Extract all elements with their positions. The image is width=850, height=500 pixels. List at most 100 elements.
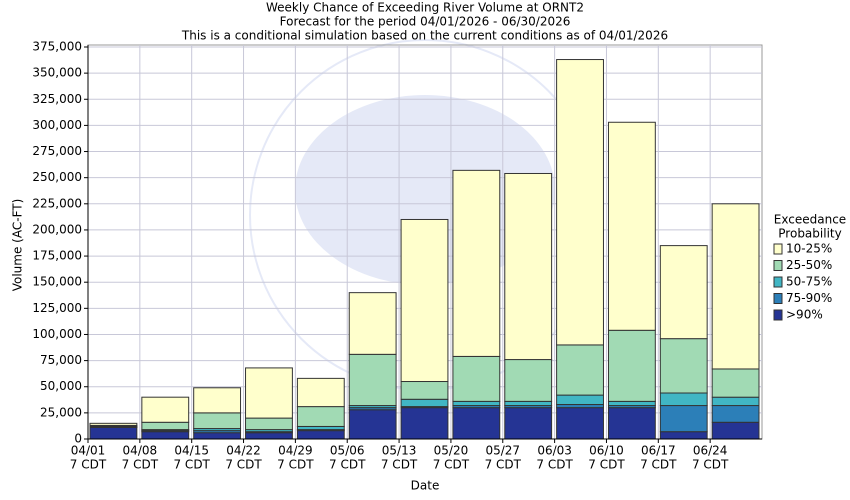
y-tick-label: 225,000: [32, 196, 82, 210]
x-tick-label: 04/01: [71, 444, 106, 458]
x-tick-sublabel: 7 CDT: [692, 458, 729, 472]
bar-segment: [296, 406, 345, 427]
bar-segment: [89, 427, 138, 440]
bar-segment: [400, 398, 449, 408]
legend-label: 25-50%: [786, 258, 832, 272]
bar-segment: [452, 355, 501, 402]
x-tick-label: 05/27: [485, 444, 520, 458]
bar-segment: [556, 407, 604, 440]
legend-swatch: [773, 276, 783, 288]
legend-swatch: [773, 309, 783, 321]
y-tick-label: 350,000: [32, 66, 82, 80]
chart-subtitle: Forecast for the period 04/01/2026 - 06/…: [280, 15, 571, 29]
bar-segment: [607, 407, 656, 440]
bar-segment: [452, 169, 501, 357]
x-tick-label: 05/13: [382, 444, 417, 458]
bar-segment: [504, 172, 553, 361]
bar-segment: [711, 421, 760, 440]
chart-note: This is a conditional simulation based o…: [181, 29, 668, 43]
y-tick-label: 175,000: [32, 249, 82, 263]
bar-segment: [296, 377, 345, 408]
y-tick-label: 325,000: [32, 92, 82, 106]
bar-segment: [452, 407, 501, 440]
legend-swatch: [773, 260, 783, 271]
legend-title: Probability: [778, 227, 841, 241]
legend-label: 75-90%: [786, 291, 832, 305]
y-tick-label: 125,000: [32, 301, 82, 315]
bar-segment: [400, 381, 449, 400]
x-tick-sublabel: 7 CDT: [433, 458, 470, 472]
legend-label: 50-75%: [786, 275, 832, 289]
x-tick-sublabel: 7 CDT: [485, 458, 522, 472]
x-tick-label: 06/10: [589, 444, 624, 458]
chart-title: Weekly Chance of Exceeding River Volume …: [266, 1, 584, 15]
bar-segment: [89, 422, 138, 426]
x-tick-sublabel: 7 CDT: [640, 458, 677, 472]
bar-segment: [556, 59, 604, 346]
bar-segment: [711, 203, 760, 370]
x-tick-sublabel: 7 CDT: [70, 458, 107, 472]
y-tick-label: 50,000: [40, 379, 82, 393]
bar-segment: [348, 353, 397, 407]
y-tick-label: 0: [74, 432, 82, 446]
bar-segment: [659, 431, 708, 440]
bar-segment: [296, 430, 345, 440]
bar-segment: [193, 412, 242, 430]
y-tick-label: 300,000: [32, 118, 82, 132]
x-tick-sublabel: 7 CDT: [122, 458, 159, 472]
x-tick-label: 06/03: [537, 444, 572, 458]
bar-segment: [711, 405, 760, 423]
x-tick-label: 05/20: [434, 444, 469, 458]
bar-segment: [400, 407, 449, 440]
bar-segment: [711, 396, 760, 407]
x-tick-label: 06/24: [693, 444, 728, 458]
bar-segment: [659, 338, 708, 394]
bar-segment: [193, 432, 242, 440]
y-tick-label: 150,000: [32, 275, 82, 289]
x-tick-sublabel: 7 CDT: [277, 458, 314, 472]
bar-segment: [141, 396, 190, 423]
y-axis-label: Volume (AC-FT): [11, 199, 25, 292]
bar-segment: [348, 292, 397, 355]
bar-segment: [141, 431, 190, 440]
x-tick-sublabel: 7 CDT: [536, 458, 573, 472]
x-axis-label: Date: [411, 479, 440, 493]
bar-segment: [504, 407, 553, 440]
bar-segment: [245, 417, 293, 431]
bar-segment: [556, 344, 604, 396]
legend-label: >90%: [786, 308, 823, 322]
x-tick-label: 05/06: [330, 444, 365, 458]
legend-swatch: [773, 243, 783, 255]
bar-segment: [141, 421, 190, 431]
x-tick-label: 04/29: [278, 444, 313, 458]
y-tick-label: 200,000: [32, 222, 82, 236]
legend-title: Exceedance: [774, 213, 846, 227]
y-tick-label: 375,000: [32, 40, 82, 54]
legend-label: 10-25%: [786, 242, 832, 256]
bar-segment: [556, 394, 604, 406]
legend-swatch: [773, 293, 783, 304]
x-tick-label: 04/15: [174, 444, 209, 458]
x-tick-label: 04/22: [226, 444, 261, 458]
x-tick-sublabel: 7 CDT: [381, 458, 418, 472]
y-tick-label: 75,000: [40, 353, 82, 367]
x-tick-label: 06/17: [641, 444, 676, 458]
bar-segment: [348, 409, 397, 440]
bar-segment: [452, 400, 501, 407]
bar-segment: [659, 392, 708, 407]
x-tick-label: 04/08: [123, 444, 158, 458]
y-tick-label: 25,000: [40, 405, 82, 419]
bar-segment: [711, 368, 760, 398]
x-tick-sublabel: 7 CDT: [225, 458, 262, 472]
bar-segment: [607, 329, 656, 402]
x-tick-sublabel: 7 CDT: [173, 458, 210, 472]
x-tick-sublabel: 7 CDT: [588, 458, 625, 472]
bar-segment: [400, 218, 449, 383]
x-tick-sublabel: 7 CDT: [329, 458, 366, 472]
y-tick-label: 100,000: [32, 327, 82, 341]
bar-segment: [659, 405, 708, 433]
bar-segment: [245, 367, 293, 419]
bar-segment: [193, 387, 242, 414]
y-tick-label: 275,000: [32, 144, 82, 158]
